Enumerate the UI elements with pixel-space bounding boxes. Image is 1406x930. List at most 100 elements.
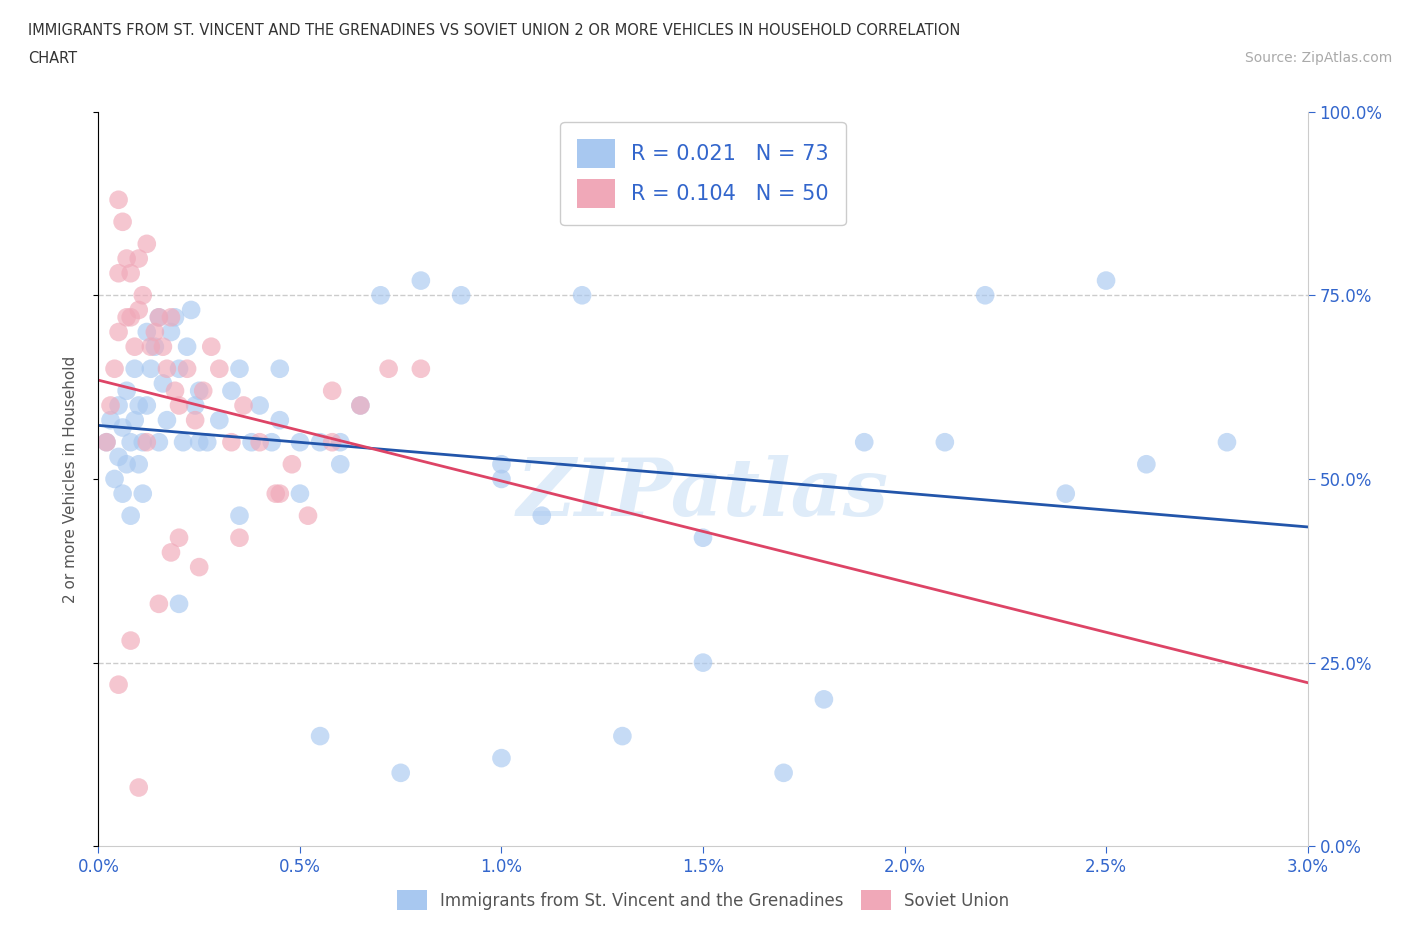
Point: [309, 729, 332, 744]
Point: [135, 398, 157, 413]
Point: [491, 751, 513, 765]
Point: [167, 398, 190, 413]
Point: [1095, 273, 1118, 288]
Point: [107, 677, 129, 692]
Point: [228, 362, 250, 377]
Point: [160, 545, 183, 560]
Point: [571, 288, 593, 303]
Point: [249, 435, 271, 450]
Point: [135, 325, 157, 339]
Text: ZIPatlas: ZIPatlas: [517, 455, 889, 532]
Legend: R = 0.021   N = 73, R = 0.104   N = 50: R = 0.021 N = 73, R = 0.104 N = 50: [561, 122, 845, 225]
Point: [135, 236, 157, 251]
Point: [612, 729, 634, 744]
Point: [96, 435, 118, 450]
Point: [232, 398, 254, 413]
Point: [167, 530, 190, 545]
Point: [409, 273, 432, 288]
Legend: Immigrants from St. Vincent and the Grenadines, Soviet Union: Immigrants from St. Vincent and the Gren…: [391, 884, 1015, 917]
Point: [240, 435, 263, 450]
Point: [288, 486, 311, 501]
Point: [111, 420, 134, 435]
Point: [184, 398, 207, 413]
Point: [321, 383, 343, 398]
Point: [269, 362, 291, 377]
Point: [128, 398, 150, 413]
Point: [349, 398, 371, 413]
Point: [160, 310, 183, 325]
Point: [200, 339, 222, 354]
Point: [491, 457, 513, 472]
Point: [260, 435, 283, 450]
Point: [221, 435, 243, 450]
Point: [100, 413, 122, 428]
Point: [193, 383, 215, 398]
Point: [450, 288, 472, 303]
Point: [132, 288, 155, 303]
Point: [692, 530, 714, 545]
Point: [172, 435, 194, 450]
Point: [188, 435, 211, 450]
Point: [120, 435, 142, 450]
Point: [329, 435, 352, 450]
Point: [148, 310, 170, 325]
Point: [176, 339, 198, 354]
Point: [156, 362, 179, 377]
Point: [107, 193, 129, 207]
Point: [107, 449, 129, 464]
Point: [111, 215, 134, 230]
Point: [249, 398, 271, 413]
Point: [115, 310, 138, 325]
Point: [349, 398, 371, 413]
Point: [103, 472, 125, 486]
Point: [96, 435, 118, 450]
Point: [491, 472, 513, 486]
Point: [163, 310, 186, 325]
Point: [309, 435, 332, 450]
Point: [143, 325, 166, 339]
Point: [115, 457, 138, 472]
Point: [107, 266, 129, 281]
Point: [974, 288, 997, 303]
Point: [128, 457, 150, 472]
Point: [152, 376, 174, 391]
Point: [1135, 457, 1157, 472]
Point: [143, 339, 166, 354]
Point: [377, 362, 399, 377]
Point: [221, 383, 243, 398]
Point: [115, 383, 138, 398]
Point: [228, 508, 250, 523]
Point: [128, 251, 150, 266]
Point: [139, 339, 162, 354]
Point: [269, 486, 291, 501]
Point: [124, 339, 146, 354]
Text: IMMIGRANTS FROM ST. VINCENT AND THE GRENADINES VS SOVIET UNION 2 OR MORE VEHICLE: IMMIGRANTS FROM ST. VINCENT AND THE GREN…: [28, 23, 960, 38]
Point: [409, 362, 432, 377]
Point: [281, 457, 304, 472]
Point: [370, 288, 392, 303]
Point: [148, 310, 170, 325]
Point: [152, 339, 174, 354]
Text: CHART: CHART: [28, 51, 77, 66]
Point: [107, 398, 129, 413]
Y-axis label: 2 or more Vehicles in Household: 2 or more Vehicles in Household: [63, 355, 77, 603]
Point: [124, 362, 146, 377]
Point: [853, 435, 876, 450]
Point: [1054, 486, 1077, 501]
Point: [195, 435, 218, 450]
Point: [297, 508, 319, 523]
Point: [208, 362, 231, 377]
Point: [167, 362, 190, 377]
Point: [115, 251, 138, 266]
Point: [329, 457, 352, 472]
Point: [228, 530, 250, 545]
Point: [100, 398, 122, 413]
Point: [188, 383, 211, 398]
Point: [124, 413, 146, 428]
Point: [148, 435, 170, 450]
Point: [148, 596, 170, 611]
Point: [389, 765, 412, 780]
Point: [288, 435, 311, 450]
Point: [120, 633, 142, 648]
Point: [160, 325, 183, 339]
